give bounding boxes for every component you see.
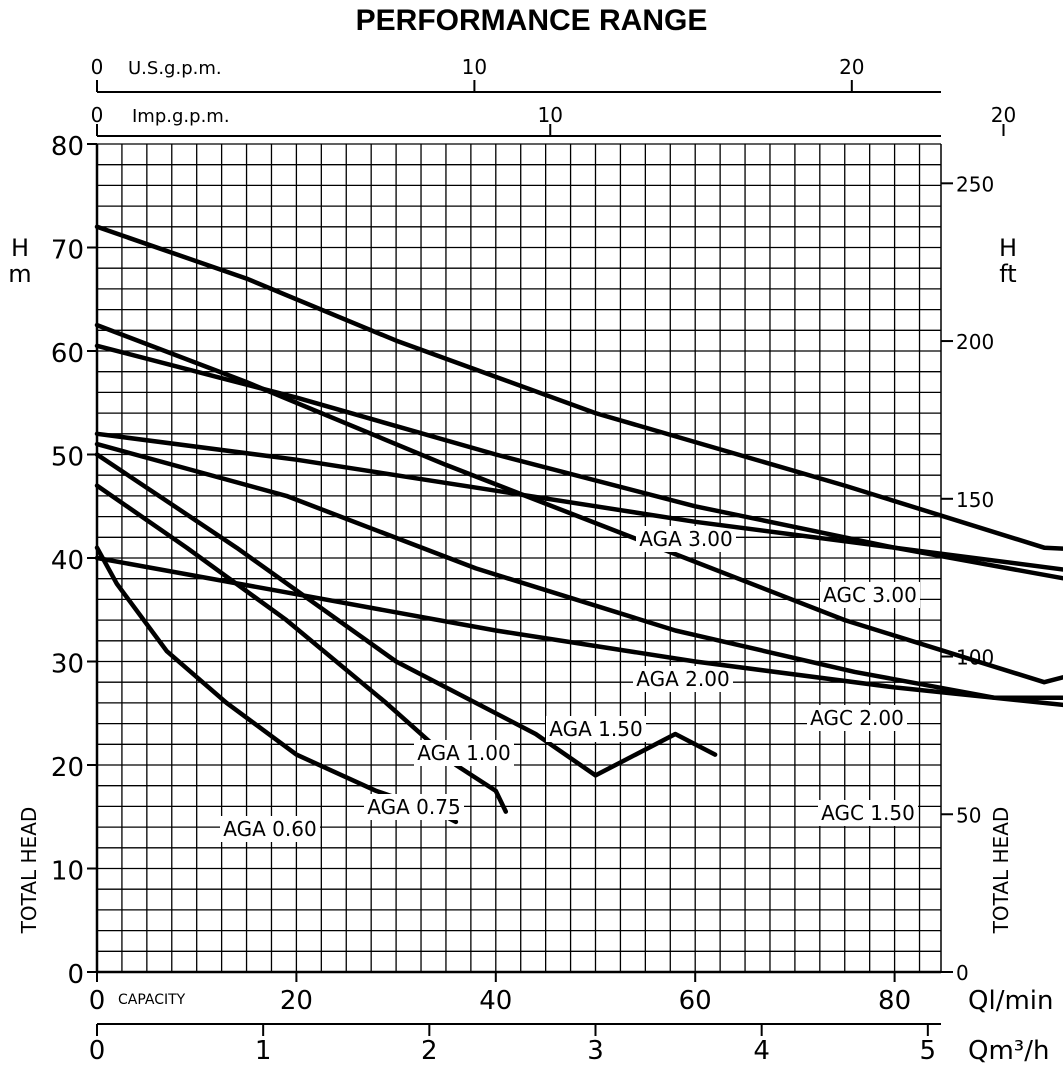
x-lpm-tick-label: 40 [479,986,512,1016]
y-right-tick-label: 50 [956,803,981,827]
curve-agc-2-00 [94,343,1063,581]
y-left-tick-label: 70 [51,236,84,266]
x-lpm-tick-label: 0 [89,986,106,1016]
y-left-unit-bottom: m [8,260,31,288]
series-label: AGC 2.00 [810,706,904,730]
series-label-bg [633,666,733,692]
series-label: AGA 1.00 [417,741,510,765]
x-m3h-tick-label: 0 [89,1036,106,1066]
x-m3h-tick-label: 4 [753,1036,770,1066]
y-left-tick-label: 80 [51,132,84,162]
y-right-tick-label: 250 [956,172,994,196]
x-usgpm-tick-label: 10 [462,55,487,79]
x-impgpm-tick-label: 0 [91,103,104,127]
x-m3h-tick-label: 1 [255,1036,272,1066]
curve-aga-1-00 [94,452,718,778]
grid [96,143,941,973]
y-right-tick-label: 200 [956,330,994,354]
series-label: AGA 1.50 [549,717,642,741]
y-left-tick-label: 40 [51,546,84,576]
x-lpm-tick-label: 60 [679,986,712,1016]
y-left-tick-label: 0 [67,960,84,990]
x-impgpm-tick-label: 20 [991,103,1016,127]
y-left-tick-label: 30 [51,650,84,680]
x-lpm-tick-label: 80 [878,986,911,1016]
series-label-bg [364,794,464,820]
y-right-unit-top: H [999,234,1017,262]
curve-agc-1-50 [94,555,1063,708]
series-label: AGA 3.00 [639,527,732,551]
series-label: AGC 3.00 [823,583,917,607]
y-right-unit-bottom: ft [999,260,1016,288]
series-label: AGA 0.60 [223,817,316,841]
series-label-bg [820,582,920,608]
series-label: AGC 1.50 [821,801,915,825]
y-left-tick-label: 60 [51,339,84,369]
series-label-bg [636,526,736,552]
y-right-label: TOTAL HEAD [989,807,1013,935]
x-impgpm-unit: Imp.g.p.m. [132,106,230,127]
y-left-tick-label: 20 [51,753,84,783]
series-label: AGA 2.00 [636,667,729,691]
curve-aga-1-50 [94,441,1063,700]
x-lpm-caption: CAPACITY [118,992,186,1008]
x-usgpm-unit: U.S.g.p.m. [128,58,222,79]
x-lpm-unit: Ql/min [968,986,1053,1016]
y-right-tick-label: 150 [956,488,994,512]
curve-aga-0-75 [94,483,509,814]
x-lpm-tick-label: 20 [280,986,313,1016]
series-label-bg [818,800,918,826]
y-left-tick-label: 10 [51,857,84,887]
y-right-tick-label: 0 [956,961,969,985]
curve-aga-2-00 [94,322,1063,685]
curve-aga-3-00 [94,224,1063,551]
x-usgpm-tick-label: 20 [839,55,864,79]
curve-agc-3-00 [94,431,1063,572]
x-m3h-unit: Qm³/h [968,1036,1049,1066]
y-left-tick-label: 50 [51,443,84,473]
series-label-bg [220,816,320,842]
x-m3h-tick-label: 2 [421,1036,438,1066]
x-m3h-tick-label: 5 [920,1036,937,1066]
series-label: AGA 0.75 [367,795,460,819]
x-m3h-tick-label: 3 [587,1036,604,1066]
y-left-unit-top: H [11,234,29,262]
x-usgpm-tick-label: 0 [91,55,104,79]
series-label-bg [807,705,907,731]
y-left-label: TOTAL HEAD [17,807,41,935]
series-label-bg [414,740,514,766]
chart-title: PERFORMANCE RANGE [355,4,708,37]
series-label-bg [546,716,646,742]
x-impgpm-tick-label: 10 [538,103,563,127]
